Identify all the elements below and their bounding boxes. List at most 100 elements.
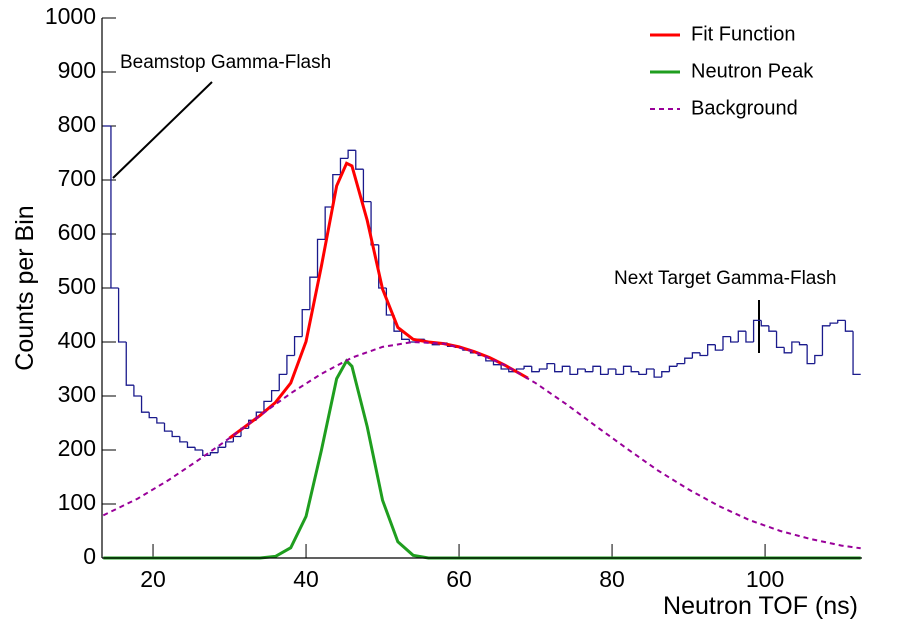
histogram-bin xyxy=(332,173,341,207)
histogram-bin xyxy=(768,325,777,332)
histogram-bin xyxy=(401,331,410,340)
legend-label: Fit Function xyxy=(691,23,795,45)
histogram-bin xyxy=(668,365,678,372)
legend-label: Neutron Peak xyxy=(691,60,814,82)
histogram-bin xyxy=(745,331,754,343)
histogram-bin xyxy=(760,320,769,327)
histogram-bin xyxy=(798,342,808,346)
y-axis-title: Counts per Bin xyxy=(11,205,39,370)
y-tick-label: 300 xyxy=(58,381,96,407)
histogram-bin xyxy=(584,369,593,373)
histogram-bin xyxy=(278,373,287,391)
histogram-bin xyxy=(722,335,731,351)
histogram-bin xyxy=(500,364,509,370)
histogram-bin xyxy=(737,330,746,342)
y-tick-label: 900 xyxy=(58,57,96,83)
y-tick-label: 100 xyxy=(58,489,96,515)
histogram-bin xyxy=(110,126,119,289)
histogram-bin xyxy=(171,431,180,438)
y-tick-label: 700 xyxy=(58,165,96,191)
histogram-bin xyxy=(339,157,349,175)
histogram-bin xyxy=(133,385,142,397)
series-line xyxy=(103,358,861,560)
y-tick-label: 500 xyxy=(58,273,96,299)
histogram-bin xyxy=(225,441,234,448)
histogram-bin xyxy=(714,344,723,351)
histogram-bin xyxy=(775,331,785,349)
histogram-bin xyxy=(806,344,815,365)
histogram-bin xyxy=(615,369,624,376)
histogram-bin xyxy=(707,344,716,356)
x-tick-label: 80 xyxy=(599,566,625,592)
y-tick-label: 200 xyxy=(58,435,96,461)
y-tick-label: 800 xyxy=(58,111,96,137)
histogram-bin xyxy=(232,435,242,442)
y-tick-label: 600 xyxy=(58,219,96,245)
histogram-bin xyxy=(852,331,861,376)
histogram-bin xyxy=(370,201,379,246)
histogram-bin xyxy=(554,363,563,373)
histogram-bin xyxy=(286,354,295,375)
histogram-bin xyxy=(531,366,540,373)
histogram-bin xyxy=(783,347,792,354)
histogram-bin xyxy=(821,325,831,356)
histogram-bin xyxy=(592,365,601,372)
y-tick-label: 400 xyxy=(58,327,96,353)
histogram-bin xyxy=(691,352,701,359)
histogram-bin xyxy=(117,288,127,343)
histogram-bin xyxy=(140,396,150,413)
histogram-bin xyxy=(814,354,823,364)
histogram-bin xyxy=(362,169,372,203)
histogram-bin xyxy=(186,441,196,448)
histogram-bin xyxy=(301,308,310,337)
histogram-bin xyxy=(163,423,173,432)
annotation: Next Target Gamma-Flash xyxy=(614,268,836,289)
histogram-bin xyxy=(263,400,272,413)
histogram-bin xyxy=(729,336,739,343)
histogram-bin xyxy=(699,352,708,357)
histogram-bin xyxy=(599,366,609,376)
histogram-bin xyxy=(209,452,219,456)
histogram-bin xyxy=(837,319,846,324)
legend-label: Background xyxy=(691,97,798,119)
histogram-bin xyxy=(607,368,616,375)
histogram-bin xyxy=(148,412,157,419)
histogram-bin xyxy=(492,360,502,366)
histogram-bin xyxy=(324,206,333,240)
histogram-bin xyxy=(523,365,532,369)
histogram-bin xyxy=(561,365,570,372)
histogram-bin xyxy=(546,362,555,369)
y-tick-label: 1000 xyxy=(45,3,96,29)
histogram-bin xyxy=(316,238,326,278)
histogram-bin xyxy=(156,417,165,424)
histogram-bin xyxy=(661,371,670,378)
x-tick-label: 60 xyxy=(446,566,472,592)
histogram-bin xyxy=(125,342,134,386)
y-tick-label: 0 xyxy=(83,543,96,569)
histogram-bin xyxy=(217,446,226,453)
histogram-bin xyxy=(179,436,188,443)
histogram-bin xyxy=(844,320,854,332)
histogram-bin xyxy=(684,357,693,364)
histogram-bin xyxy=(645,368,655,375)
x-tick-label: 20 xyxy=(140,566,166,592)
histogram-bin xyxy=(355,150,364,170)
x-tick-label: 100 xyxy=(746,566,784,592)
histogram-bin xyxy=(270,389,280,402)
histogram-bin xyxy=(829,322,838,326)
histogram-bin xyxy=(752,319,762,342)
series-line xyxy=(228,161,529,440)
annotation: Beamstop Gamma-Flash xyxy=(120,52,331,73)
histogram-bin xyxy=(676,362,685,367)
histogram-bin xyxy=(569,366,578,376)
histogram-bin xyxy=(293,335,303,356)
x-tick-label: 40 xyxy=(293,566,319,592)
annotation-pointer xyxy=(112,81,213,179)
histogram-bin xyxy=(791,341,800,353)
x-axis-title: Neutron TOF (ns) xyxy=(663,592,858,620)
histogram-bin xyxy=(309,276,318,310)
histogram-bin xyxy=(576,368,586,375)
histogram-bin xyxy=(630,366,639,373)
histogram-bin xyxy=(347,149,356,159)
